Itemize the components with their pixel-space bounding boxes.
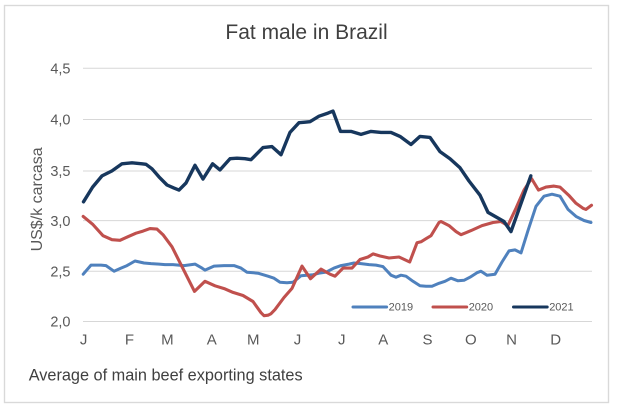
svg-text:3,0: 3,0 — [50, 214, 70, 230]
svg-text:J: J — [294, 332, 302, 349]
svg-text:3,5: 3,5 — [50, 164, 70, 180]
svg-text:Fat male in Brazil: Fat male in Brazil — [225, 21, 387, 44]
svg-text:A: A — [207, 332, 217, 349]
svg-text:F: F — [125, 332, 134, 349]
svg-text:M: M — [247, 332, 260, 349]
svg-text:J: J — [338, 332, 346, 349]
svg-text:2019: 2019 — [389, 302, 413, 314]
svg-text:D: D — [550, 332, 561, 349]
svg-text:O: O — [465, 332, 477, 349]
svg-text:2,0: 2,0 — [50, 315, 70, 331]
svg-text:A: A — [378, 332, 388, 349]
svg-text:2021: 2021 — [549, 302, 573, 314]
svg-text:M: M — [161, 332, 174, 349]
svg-text:4,0: 4,0 — [50, 113, 70, 129]
svg-text:4,5: 4,5 — [50, 62, 70, 78]
svg-text:2,5: 2,5 — [50, 264, 70, 280]
svg-text:S: S — [422, 332, 432, 349]
svg-text:J: J — [80, 332, 88, 349]
svg-text:Average of main beef exporting: Average of main beef exporting states — [29, 367, 303, 385]
svg-text:N: N — [506, 332, 517, 349]
svg-text:2020: 2020 — [469, 302, 493, 314]
svg-text:US$/k carcasa: US$/k carcasa — [29, 147, 46, 251]
